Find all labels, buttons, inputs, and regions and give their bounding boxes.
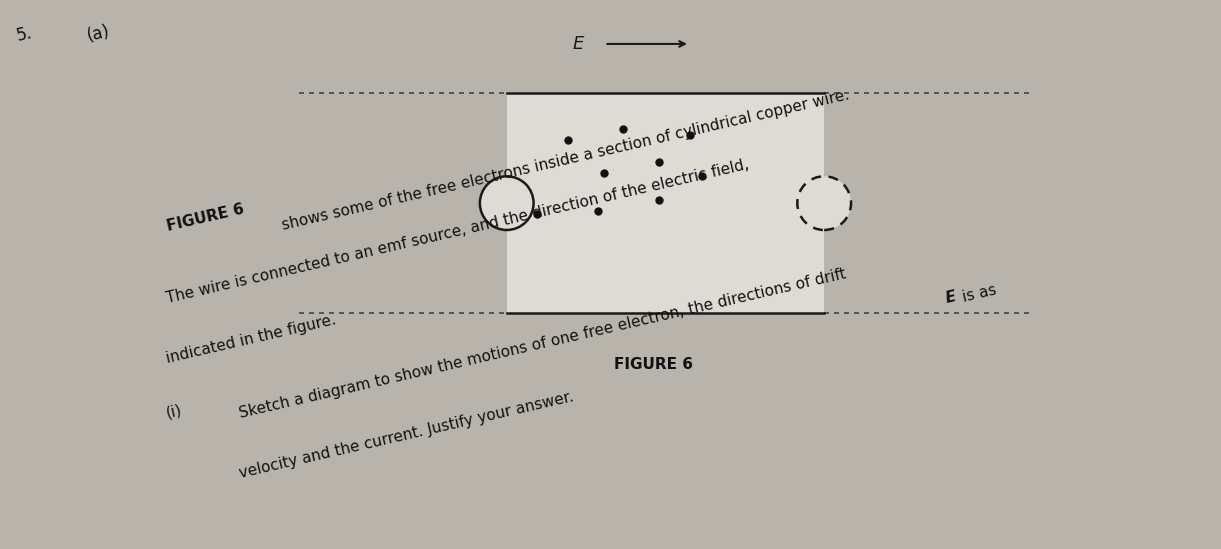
Text: is as: is as bbox=[956, 282, 998, 306]
Text: E: E bbox=[573, 35, 584, 53]
Text: FIGURE 6: FIGURE 6 bbox=[165, 202, 245, 234]
Text: FIGURE 6: FIGURE 6 bbox=[614, 357, 692, 372]
Ellipse shape bbox=[797, 176, 851, 230]
Text: Sketch a diagram to show the motions of one free electron, the directions of dri: Sketch a diagram to show the motions of … bbox=[238, 266, 849, 421]
Ellipse shape bbox=[480, 176, 534, 230]
Text: (a): (a) bbox=[85, 23, 112, 45]
Text: The wire is connected to an emf source, and the direction of the electric field,: The wire is connected to an emf source, … bbox=[165, 155, 755, 306]
Text: (i): (i) bbox=[165, 402, 184, 421]
Text: E: E bbox=[944, 289, 957, 306]
Text: 5.: 5. bbox=[15, 24, 34, 45]
Bar bbox=[507, 93, 824, 313]
Text: indicated in the figure.: indicated in the figure. bbox=[165, 312, 338, 366]
Text: velocity and the current. Justify your answer.: velocity and the current. Justify your a… bbox=[238, 389, 575, 481]
Text: shows some of the free electrons inside a section of cylindrical copper wire.: shows some of the free electrons inside … bbox=[276, 88, 851, 234]
